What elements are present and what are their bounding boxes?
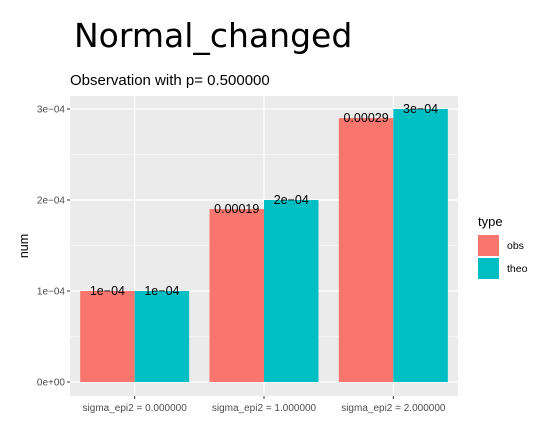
x-tick-label: sigma_epi2 = 2.000000 [341, 403, 446, 414]
legend-title: type [478, 214, 503, 229]
x-tick-label: sigma_epi2 = 1.000000 [212, 403, 317, 414]
y-tick-label: 3e−04 [37, 105, 66, 116]
bar-theo-1 [134, 291, 190, 382]
legend-label-theo: theo [507, 263, 528, 275]
bars-group [80, 109, 448, 382]
bar-labels-group: 1e−04 1e−04 0.00019 2e−04 0.00029 3e−04 [90, 102, 438, 298]
data-label-obs-3: 0.00029 [343, 111, 388, 125]
y-tick-label: 1e−04 [37, 287, 66, 298]
y-axis: 0e+00 1e−04 2e−04 3e−04 [37, 105, 70, 389]
y-tick-label: 2e−04 [37, 196, 66, 207]
x-axis: sigma_epi2 = 0.000000 sigma_epi2 = 1.0000… [83, 396, 446, 414]
data-label-theo-1: 1e−04 [144, 284, 179, 298]
data-label-obs-1: 1e−04 [90, 284, 125, 298]
y-axis-title: num [17, 234, 31, 258]
legend: type obs theo [478, 214, 528, 279]
bar-theo-2 [264, 200, 319, 382]
legend-label-obs: obs [507, 240, 524, 252]
bar-obs-1 [80, 291, 135, 382]
bar-obs-3 [338, 118, 394, 382]
legend-key-theo [478, 258, 499, 279]
page-title: Normal_changed [74, 16, 353, 55]
legend-key-obs [478, 235, 499, 256]
bar-theo-3 [393, 109, 448, 382]
data-label-theo-3: 3e−04 [403, 102, 438, 116]
bar-obs-2 [209, 209, 264, 382]
x-tick-label: sigma_epi2 = 0.000000 [83, 403, 188, 414]
data-label-theo-2: 2e−04 [274, 193, 309, 207]
chart-subtitle: Observation with p= 0.500000 [70, 72, 270, 89]
y-tick-label: 0e+00 [37, 378, 66, 389]
data-label-obs-2: 0.00019 [214, 202, 259, 216]
